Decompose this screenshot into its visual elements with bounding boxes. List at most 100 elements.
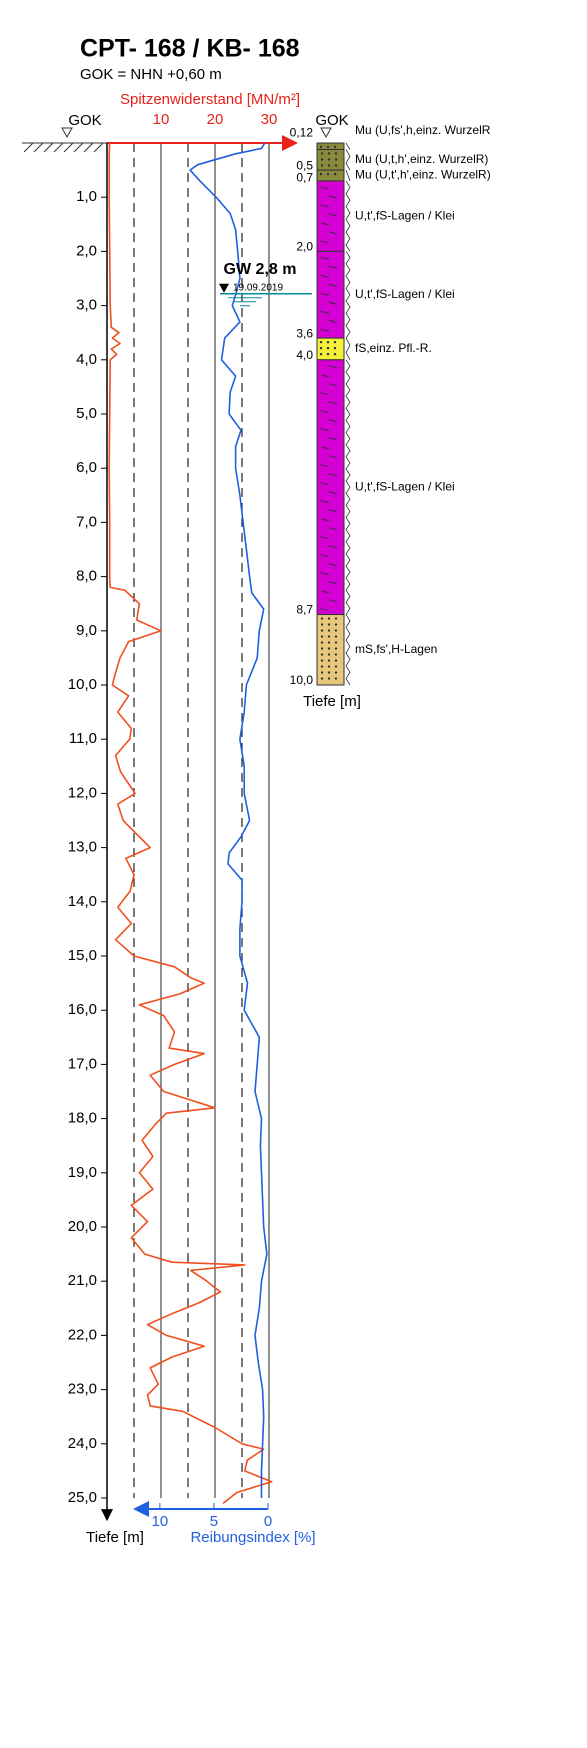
y-tick-label: 10,0 — [68, 676, 97, 693]
layer-dot — [327, 341, 329, 343]
y-tick-label: 2,0 — [76, 242, 97, 259]
soil-layer — [317, 251, 344, 338]
layer-dot — [320, 146, 322, 148]
soil-layer — [317, 360, 344, 615]
chart-title: CPT- 168 / KB- 168 — [80, 35, 300, 63]
chart-subtitle: GOK = NHN +0,60 m — [80, 66, 222, 83]
layer-dot — [335, 671, 337, 673]
layer-dot — [328, 665, 330, 667]
y-tick-label: 13,0 — [68, 839, 97, 856]
layer-dot — [320, 353, 322, 355]
layer-edge — [346, 338, 350, 360]
layer-dot — [321, 629, 323, 631]
layer-edge — [346, 251, 350, 338]
layer-description: Mu (U,t',h',einz. WurzelR) — [355, 168, 491, 182]
layer-dot — [328, 152, 330, 154]
layer-dot — [321, 617, 323, 619]
layer-dot — [327, 347, 329, 349]
layer-dot — [334, 341, 336, 343]
layer-dot — [327, 146, 329, 148]
layer-description: Mu (U,t,h',einz. WurzelR) — [355, 152, 488, 166]
y-tick-label: 20,0 — [68, 1218, 97, 1235]
y-tick-label: 24,0 — [68, 1435, 97, 1452]
y-tick-label: 16,0 — [68, 1001, 97, 1018]
layer-description: Mu (U,fs',h,einz. WurzelR — [355, 123, 491, 137]
layer-dot — [321, 659, 323, 661]
layer-edge — [346, 170, 350, 181]
layer-dot — [321, 623, 323, 625]
layer-description: mS,fs',H-Lagen — [355, 642, 437, 656]
ground-hatching — [22, 128, 108, 152]
layer-depth-label: 3,6 — [296, 326, 313, 340]
y-tick-label: 15,0 — [68, 947, 97, 964]
groundwater-marker — [219, 284, 229, 293]
layer-depth-label: 8,7 — [296, 603, 313, 617]
layer-dot — [335, 635, 337, 637]
bottom-tick-label: 10 — [152, 1513, 169, 1530]
layer-dot — [328, 647, 330, 649]
layer-depth-label: 0,7 — [296, 170, 313, 184]
y-tick-label: 11,0 — [69, 730, 97, 747]
layer-dot — [328, 659, 330, 661]
layer-dot — [321, 164, 323, 166]
layer-dot — [321, 152, 323, 154]
layer-dot — [321, 653, 323, 655]
layer-dot — [335, 158, 337, 160]
y-tick-label: 1,0 — [76, 188, 97, 205]
column-depth-label: Tiefe [m] — [303, 693, 361, 710]
layer-dot — [328, 677, 330, 679]
y-tick-label: 4,0 — [76, 351, 97, 368]
layer-edge — [346, 181, 350, 251]
layer-dot — [321, 671, 323, 673]
layer-dot — [321, 677, 323, 679]
gok-label: GOK — [315, 112, 348, 129]
layer-dot — [328, 641, 330, 643]
top-tick-label: 30 — [261, 111, 278, 128]
layer-dot — [335, 641, 337, 643]
layer-dot — [327, 173, 329, 175]
gok-label: GOK — [68, 112, 101, 129]
layer-dot — [335, 647, 337, 649]
layer-dot — [335, 653, 337, 655]
bottom-tick-label: 5 — [210, 1513, 218, 1530]
depth-axis-label: Tiefe [m] — [86, 1529, 144, 1546]
gok-marker — [321, 128, 331, 137]
y-tick-label: 3,0 — [76, 297, 97, 314]
y-tick-label: 7,0 — [76, 513, 97, 530]
profile-line — [190, 143, 267, 1498]
layer-dot — [321, 641, 323, 643]
layer-dot — [321, 665, 323, 667]
y-tick-label: 18,0 — [68, 1110, 97, 1127]
layer-dot — [328, 653, 330, 655]
layer-dot — [321, 635, 323, 637]
layer-dot — [335, 659, 337, 661]
bottom-tick-label: 0 — [264, 1513, 272, 1530]
layer-dot — [335, 623, 337, 625]
groundwater-label: GW 2,8 m — [224, 261, 297, 278]
layer-depth-label: 2,0 — [296, 240, 313, 254]
layer-description: U,t',fS-Lagen / Klei — [355, 287, 455, 301]
layer-dot — [335, 152, 337, 154]
layer-dot — [328, 623, 330, 625]
top-tick-label: 10 — [153, 111, 170, 128]
layer-description: fS,einz. Pfl.-R. — [355, 341, 432, 355]
layer-edge — [346, 615, 350, 685]
layer-dot — [320, 341, 322, 343]
chart: CPT- 168 / KB- 168 GOK = NHN +0,60 m GOK… — [0, 0, 587, 1748]
layer-dot — [320, 173, 322, 175]
y-tick-label: 21,0 — [68, 1272, 97, 1289]
layer-dot — [320, 347, 322, 349]
layer-depth-label: 4,0 — [296, 348, 313, 362]
layer-description: U,t',fS-Lagen / Klei — [355, 479, 455, 493]
y-tick-label: 14,0 — [68, 893, 97, 910]
y-tick-label: 23,0 — [68, 1381, 97, 1398]
layer-dot — [321, 158, 323, 160]
layer-edge — [346, 360, 350, 615]
layer-dot — [335, 665, 337, 667]
y-tick-label: 22,0 — [68, 1326, 97, 1343]
layer-description: U,t',fS-Lagen / Klei — [355, 208, 455, 222]
layer-dot — [334, 146, 336, 148]
layer-dot — [328, 164, 330, 166]
y-tick-label: 19,0 — [68, 1164, 97, 1181]
layer-depth-label: 0,12 — [290, 126, 314, 140]
